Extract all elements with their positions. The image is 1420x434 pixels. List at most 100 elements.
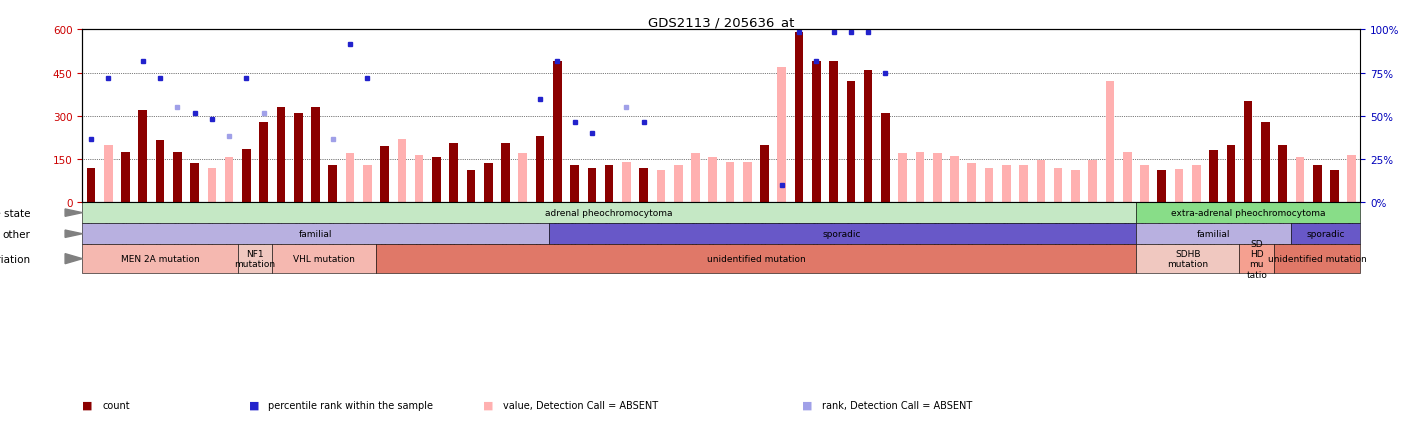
Bar <box>656 171 665 203</box>
Text: ■: ■ <box>248 400 258 410</box>
Bar <box>1088 161 1098 203</box>
Bar <box>1244 102 1252 203</box>
Bar <box>518 154 527 203</box>
Bar <box>345 154 355 203</box>
Bar <box>1314 165 1322 203</box>
Bar <box>1274 245 1360 273</box>
Text: unidentified mutation: unidentified mutation <box>1268 255 1366 263</box>
Bar <box>778 68 787 203</box>
Bar <box>933 154 941 203</box>
Bar <box>1136 203 1360 224</box>
Text: other: other <box>3 229 31 239</box>
Bar <box>950 157 958 203</box>
Bar <box>294 114 302 203</box>
Text: VHL mutation: VHL mutation <box>293 255 355 263</box>
Text: disease state: disease state <box>0 208 31 218</box>
Bar <box>224 158 233 203</box>
Polygon shape <box>65 210 82 217</box>
Bar <box>82 203 1136 224</box>
Text: SDHB
mutation: SDHB mutation <box>1167 250 1208 269</box>
Bar <box>415 155 423 203</box>
Text: ■: ■ <box>483 400 493 410</box>
Bar <box>156 141 165 203</box>
Bar <box>328 165 337 203</box>
Bar <box>916 152 924 203</box>
Bar <box>1037 161 1045 203</box>
Text: count: count <box>102 400 129 410</box>
Bar <box>1174 170 1183 203</box>
Bar <box>1054 168 1062 203</box>
Bar <box>1140 165 1149 203</box>
Bar <box>1136 224 1291 245</box>
Bar <box>1210 151 1218 203</box>
Bar <box>1348 155 1356 203</box>
Bar <box>467 171 476 203</box>
Polygon shape <box>65 254 82 264</box>
Bar <box>364 165 372 203</box>
Bar <box>173 152 182 203</box>
Bar <box>121 152 129 203</box>
Bar <box>605 165 613 203</box>
Bar <box>501 144 510 203</box>
Bar <box>692 154 700 203</box>
Text: adrenal pheochromocytoma: adrenal pheochromocytoma <box>545 209 673 217</box>
Text: extra-adrenal pheochromocytoma: extra-adrenal pheochromocytoma <box>1172 209 1325 217</box>
Text: sporadic: sporadic <box>1306 230 1345 239</box>
Bar <box>432 158 440 203</box>
Bar <box>311 108 320 203</box>
Bar <box>726 162 734 203</box>
Text: NF1
mutation: NF1 mutation <box>234 250 275 269</box>
Bar <box>588 168 596 203</box>
Bar <box>484 164 493 203</box>
Text: genotype/variation: genotype/variation <box>0 254 31 264</box>
Bar <box>829 62 838 203</box>
Text: familial: familial <box>1197 230 1230 239</box>
Bar <box>1003 165 1011 203</box>
Bar <box>82 224 548 245</box>
Bar <box>1106 82 1115 203</box>
Text: unidentified mutation: unidentified mutation <box>707 255 805 263</box>
Bar <box>190 164 199 203</box>
Bar <box>880 114 890 203</box>
Bar <box>1191 165 1201 203</box>
Bar <box>207 168 216 203</box>
Bar <box>899 154 907 203</box>
Bar <box>1240 245 1274 273</box>
Text: MEN 2A mutation: MEN 2A mutation <box>121 255 199 263</box>
Text: value, Detection Call = ABSENT: value, Detection Call = ABSENT <box>503 400 657 410</box>
Bar <box>863 71 872 203</box>
Bar <box>709 158 717 203</box>
Bar <box>1123 152 1132 203</box>
Bar <box>1291 224 1360 245</box>
Bar <box>273 245 376 273</box>
Text: familial: familial <box>298 230 332 239</box>
Bar <box>1071 171 1079 203</box>
Bar <box>812 62 821 203</box>
Bar <box>846 82 855 203</box>
Bar <box>1278 145 1287 203</box>
Bar <box>552 62 562 203</box>
Bar <box>1020 165 1028 203</box>
Bar <box>1227 145 1235 203</box>
Bar <box>622 162 630 203</box>
Bar <box>139 111 148 203</box>
Text: percentile rank within the sample: percentile rank within the sample <box>268 400 433 410</box>
Bar <box>398 139 406 203</box>
Bar <box>260 122 268 203</box>
Text: sporadic: sporadic <box>824 230 862 239</box>
Bar <box>639 168 648 203</box>
Polygon shape <box>65 230 82 238</box>
Bar <box>82 245 237 273</box>
Bar <box>104 145 112 203</box>
Bar <box>87 168 95 203</box>
Bar <box>1157 171 1166 203</box>
Bar <box>548 224 1136 245</box>
Text: ■: ■ <box>802 400 812 410</box>
Text: ■: ■ <box>82 400 92 410</box>
Text: rank, Detection Call = ABSENT: rank, Detection Call = ABSENT <box>822 400 973 410</box>
Bar <box>1136 245 1240 273</box>
Bar <box>984 168 994 203</box>
Bar <box>743 162 751 203</box>
Bar <box>237 245 273 273</box>
Bar <box>277 108 285 203</box>
